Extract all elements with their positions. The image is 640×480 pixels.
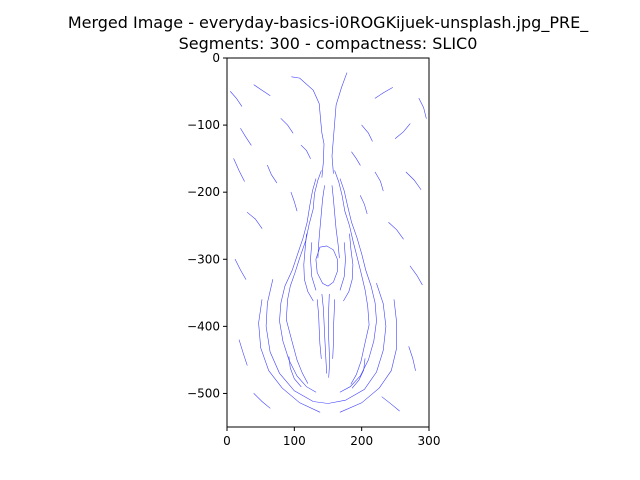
contour-line-23 [233,158,245,182]
x-tick-label-2: 200 [350,434,373,448]
contour-line-2 [285,170,322,384]
contour-line-27 [405,171,422,190]
y-axis: 0 −100 −200 −300 −400 −500 [187,51,227,400]
contour-line-19 [339,299,398,413]
contour-line-42 [418,98,427,119]
contour-line-15 [316,299,322,359]
contour-line-12 [339,242,346,291]
x-tick-label-1: 100 [283,434,306,448]
contour-line-18 [258,299,321,413]
contour-line-43 [230,91,243,107]
contour-line-45 [351,151,361,166]
contour-line-39 [374,171,384,192]
y-tick-label-1: −100 [187,118,220,132]
contour-line-38 [267,165,278,184]
contour-line-1 [331,72,348,174]
contour-series-layer [230,72,427,413]
contour-line-36 [280,118,294,134]
contour-line-22 [240,128,252,146]
axes-frame [226,57,430,428]
x-axis: 0 100 200 300 [223,427,440,448]
contour-line-25 [374,87,393,99]
contour-line-11 [310,242,317,291]
contour-line-13 [321,293,328,374]
y-tick-label-4: −400 [187,319,220,333]
contour-line-5 [339,178,377,393]
contour-line-4 [279,178,317,393]
y-tick-label-0: 0 [212,51,220,65]
contour-line-44 [300,144,311,159]
contour-line-21 [351,358,366,389]
contour-line-34 [253,393,271,409]
chart-title: Merged Image - everyday-basics-i0ROGKiju… [68,13,589,33]
y-tick-label-3: −300 [187,252,220,266]
contour-line-28 [246,212,263,229]
contour-line-14 [328,293,330,378]
contour-line-9 [343,233,354,302]
contour-line-33 [408,346,416,371]
contour-line-26 [394,123,411,139]
contour-line-20 [288,356,302,388]
contour-line-35 [381,396,400,412]
contour-line-40 [290,191,298,212]
contour-line-16 [332,299,336,359]
contour-line-29 [388,222,404,240]
contour-line-10 [315,245,338,287]
contour-line-3 [334,170,370,385]
y-tick-label-5: −500 [187,386,220,400]
contour-line-17 [265,279,387,404]
contour-line-31 [409,265,423,286]
contour-line-32 [238,339,248,366]
x-tick-label-0: 0 [223,434,231,448]
contour-line-24 [253,84,271,96]
y-tick-label-2: −200 [187,185,220,199]
contour-line-37 [361,124,373,142]
contour-line-7 [331,185,340,259]
plot-area [226,57,430,428]
contour-line-6 [317,185,325,259]
contour-line-41 [359,195,368,214]
contour-line-8 [303,233,314,302]
chart-subtitle: Segments: 300 - compactness: SLIC0 [179,34,478,53]
contour-line-30 [234,258,247,280]
contour-line-0 [291,76,325,178]
x-tick-label-3: 300 [418,434,441,448]
